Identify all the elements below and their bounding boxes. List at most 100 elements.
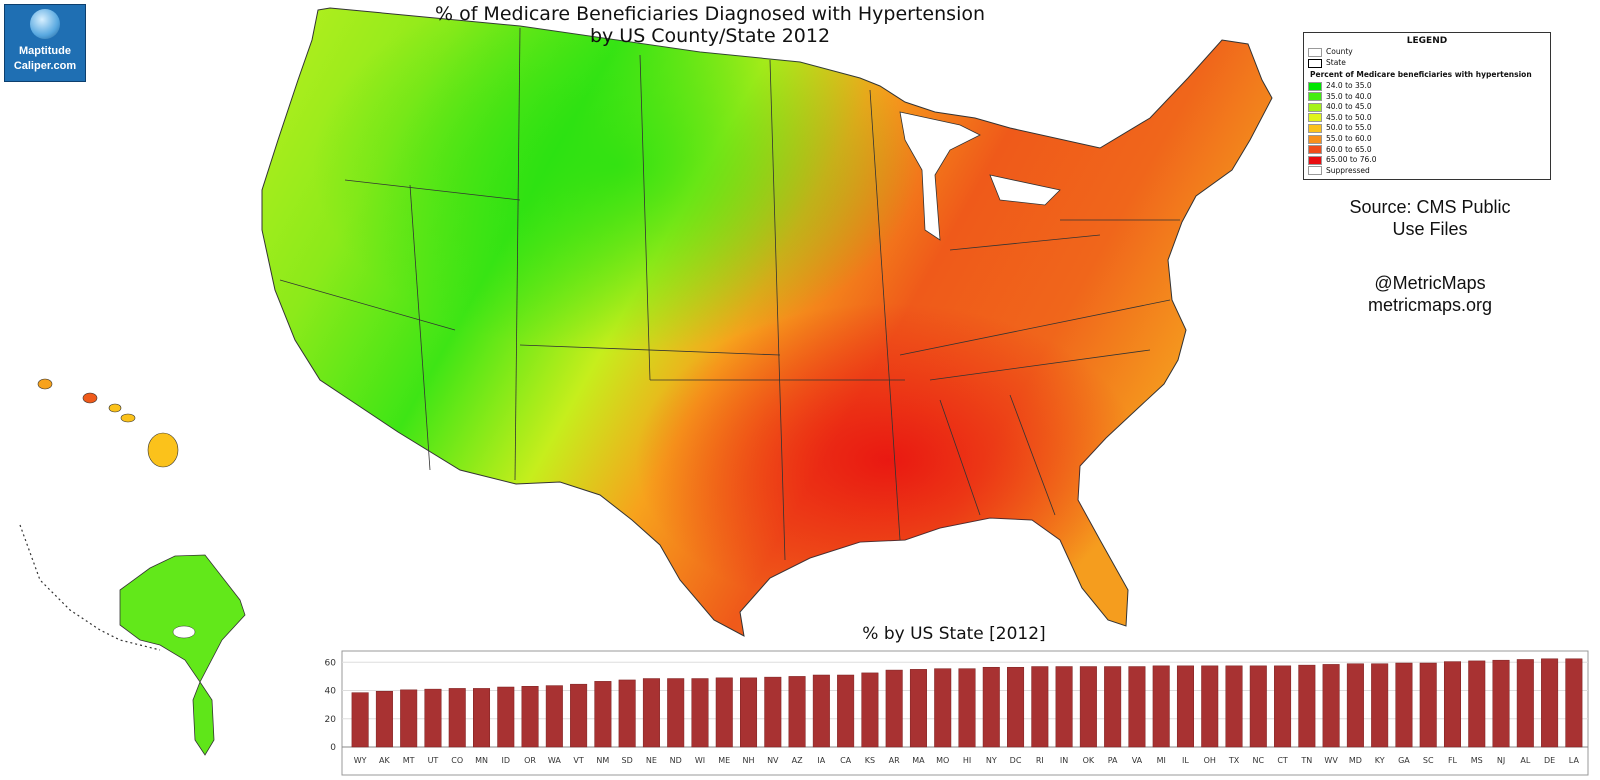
bar-ak[interactable] xyxy=(375,690,393,748)
bar-ny[interactable] xyxy=(982,666,1000,748)
bar-wv[interactable] xyxy=(1322,664,1340,748)
legend-boundary-label: State xyxy=(1326,58,1346,67)
maptitude-logo[interactable]: Maptitude Caliper.com xyxy=(4,4,86,82)
x-tick-label: IA xyxy=(817,756,825,765)
y-tick-label: 20 xyxy=(325,715,337,725)
bar-tn[interactable] xyxy=(1298,664,1316,748)
bar-sc[interactable] xyxy=(1419,662,1437,748)
x-tick-label: NY xyxy=(986,756,997,765)
chart-x-labels: WY AK MT UT CO MN ID OR WA VT NM SD NE ND WI ME NH NV AZ IA… xyxy=(354,756,1580,765)
bar-nd[interactable] xyxy=(667,678,685,748)
source-line2: Use Files xyxy=(1392,219,1468,239)
bar-al[interactable] xyxy=(1516,659,1534,748)
x-tick-label: MS xyxy=(1471,756,1483,765)
bar-wi[interactable] xyxy=(691,678,709,748)
bar-oh[interactable] xyxy=(1201,665,1219,748)
bar-la[interactable] xyxy=(1565,658,1583,748)
bar-fl[interactable] xyxy=(1443,661,1461,748)
bar-dc[interactable] xyxy=(1007,666,1025,748)
bar-wa[interactable] xyxy=(545,685,563,748)
chart-bars xyxy=(351,658,1583,748)
website-link[interactable]: metricmaps.org xyxy=(1367,295,1493,315)
bar-nc[interactable] xyxy=(1249,665,1267,748)
bar-ma[interactable] xyxy=(909,669,927,748)
bar-il[interactable] xyxy=(1176,665,1194,748)
bar-co[interactable] xyxy=(448,688,466,748)
x-tick-label: MI xyxy=(1157,756,1166,765)
bar-ct[interactable] xyxy=(1274,665,1292,748)
alaska-shape xyxy=(119,554,246,683)
x-tick-label: WI xyxy=(695,756,705,765)
x-tick-label: HI xyxy=(963,756,971,765)
bar-me[interactable] xyxy=(715,677,733,748)
bar-ca[interactable] xyxy=(837,674,855,748)
x-tick-label: ME xyxy=(718,756,730,765)
x-tick-label: VT xyxy=(573,756,583,765)
x-tick-label: MD xyxy=(1349,756,1362,765)
handle-line[interactable]: @MetricMaps xyxy=(1374,273,1486,293)
x-tick-label: KY xyxy=(1375,756,1385,765)
bar-mo[interactable] xyxy=(934,668,952,748)
bar-wy[interactable] xyxy=(351,692,369,748)
legend-swatch xyxy=(1308,155,1322,165)
legend-swatch xyxy=(1308,134,1322,144)
bar-mn[interactable] xyxy=(473,688,491,748)
bar-md[interactable] xyxy=(1346,663,1364,748)
state-boundaries xyxy=(279,27,1180,561)
legend-class-label: 24.0 to 35.0 xyxy=(1326,81,1372,90)
bar-ga[interactable] xyxy=(1395,662,1413,748)
bar-in[interactable] xyxy=(1055,666,1073,748)
legend-boundary-county: County xyxy=(1308,47,1353,57)
legend-class-item: 55.0 to 60.0 xyxy=(1308,134,1372,144)
x-tick-label: AK xyxy=(379,756,390,765)
bar-ne[interactable] xyxy=(642,678,660,748)
bar-nh[interactable] xyxy=(740,677,758,748)
x-tick-label: TN xyxy=(1300,756,1312,765)
legend-class-item: 40.0 to 45.0 xyxy=(1308,102,1372,112)
bar-va[interactable] xyxy=(1128,666,1146,748)
bar-ks[interactable] xyxy=(861,672,879,748)
bar-tx[interactable] xyxy=(1225,665,1243,748)
x-tick-label: PA xyxy=(1108,756,1118,765)
x-tick-label: CT xyxy=(1277,756,1288,765)
bar-ut[interactable] xyxy=(424,688,442,748)
x-tick-label: NC xyxy=(1253,756,1265,765)
x-tick-label: SD xyxy=(622,756,633,765)
bar-nv[interactable] xyxy=(764,676,782,748)
bar-az[interactable] xyxy=(788,676,806,748)
bar-ok[interactable] xyxy=(1079,666,1097,748)
x-tick-label: CA xyxy=(840,756,852,765)
bar-vt[interactable] xyxy=(570,683,588,748)
x-tick-label: NE xyxy=(646,756,657,765)
x-tick-label: AZ xyxy=(792,756,803,765)
x-tick-label: OR xyxy=(524,756,536,765)
legend-class-item: 35.0 to 40.0 xyxy=(1308,92,1372,102)
bar-ky[interactable] xyxy=(1371,663,1389,748)
legend-class-label: Suppressed xyxy=(1326,165,1370,175)
bar-id[interactable] xyxy=(497,686,515,748)
logo-line1: Maptitude xyxy=(19,45,71,57)
bar-ms[interactable] xyxy=(1468,660,1486,748)
x-tick-label: NJ xyxy=(1497,756,1505,765)
x-tick-label: DC xyxy=(1010,756,1022,765)
bar-ia[interactable] xyxy=(812,674,830,748)
x-tick-label: TX xyxy=(1228,756,1240,765)
bar-or[interactable] xyxy=(521,686,539,748)
bar-mt[interactable] xyxy=(400,689,418,748)
bar-mi[interactable] xyxy=(1152,665,1170,748)
bar-pa[interactable] xyxy=(1104,666,1122,748)
hawaii-shape xyxy=(37,378,179,468)
x-tick-label: AL xyxy=(1520,756,1530,765)
bar-nm[interactable] xyxy=(594,681,612,748)
bar-ar[interactable] xyxy=(885,669,903,748)
x-tick-label: KS xyxy=(865,756,875,765)
bar-sd[interactable] xyxy=(618,679,636,748)
state-swatch xyxy=(1308,58,1322,68)
bar-ri[interactable] xyxy=(1031,666,1049,748)
y-tick-label: 0 xyxy=(330,743,336,753)
bar-de[interactable] xyxy=(1541,658,1559,748)
bar-nj[interactable] xyxy=(1492,659,1510,748)
legend-class-item: 65.00 to 76.0 xyxy=(1308,155,1376,165)
bar-hi[interactable] xyxy=(958,668,976,748)
